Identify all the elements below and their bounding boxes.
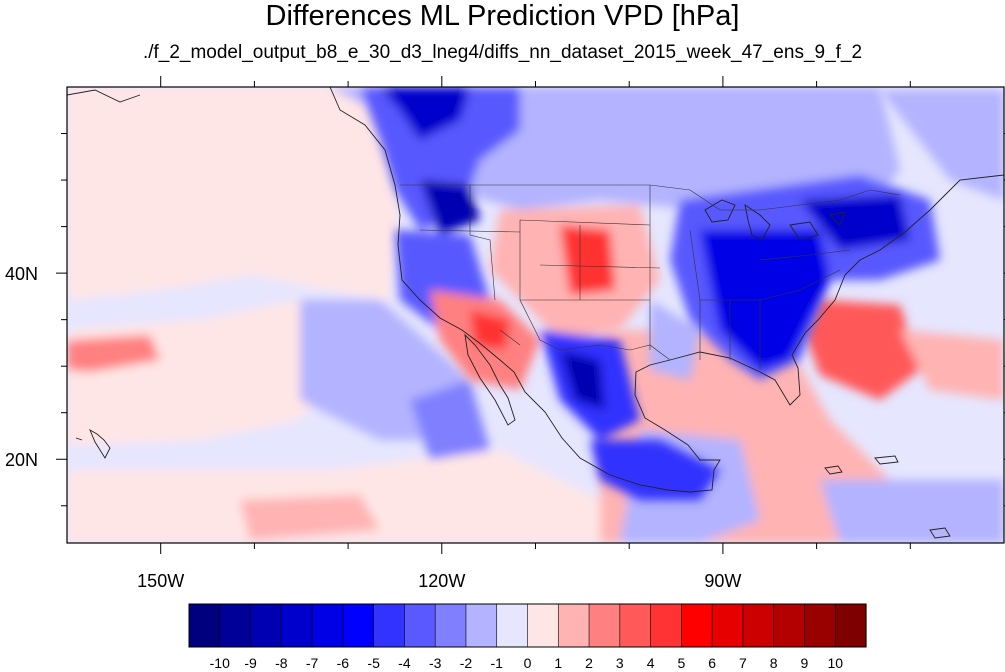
axis-ticks bbox=[56, 76, 1005, 554]
colorbar-label: 1 bbox=[554, 655, 562, 671]
colorbar-frame bbox=[188, 603, 867, 648]
land-anomaly-field bbox=[330, 87, 940, 500]
colorbar-swatch bbox=[588, 603, 621, 648]
colorbar-swatch bbox=[496, 603, 529, 648]
colorbar-swatch bbox=[527, 603, 559, 648]
colorbar-label: 5 bbox=[677, 655, 685, 671]
coastlines bbox=[67, 87, 1004, 539]
colorbar-label: -9 bbox=[244, 655, 257, 671]
ocean-anomaly-field bbox=[67, 87, 1004, 543]
lat-tick-label: 40N bbox=[5, 264, 38, 284]
colorbar-swatch bbox=[557, 603, 590, 648]
map-subtitle: ./f_2_model_output_b8_e_30_d3_lneg4/diff… bbox=[142, 42, 863, 63]
colorbar-swatch bbox=[465, 603, 498, 648]
colorbar-label: 6 bbox=[708, 655, 716, 671]
colorbar: -10 -9 -8 -7 -6 -5 -4 -3 -2 -1 0 1 2 3 4 5 6 7 8 9 10 bbox=[188, 603, 867, 671]
colorbar-swatch bbox=[219, 603, 252, 648]
colorbar-label: -1 bbox=[491, 655, 504, 671]
colorbar-swatch bbox=[404, 603, 436, 648]
lon-tick-label: 120W bbox=[418, 571, 465, 591]
map-title: Differences ML Prediction VPD [hPa] bbox=[265, 0, 740, 32]
colorbar-swatch bbox=[281, 603, 313, 648]
colorbar-swatch bbox=[250, 603, 282, 648]
colorbar-swatch bbox=[619, 603, 652, 648]
colorbar-label: 4 bbox=[647, 655, 655, 671]
colorbar-swatch bbox=[650, 603, 682, 648]
map-plot-area bbox=[67, 87, 1004, 543]
colorbar-label: 10 bbox=[827, 655, 843, 671]
colorbar-swatch bbox=[773, 603, 806, 648]
colorbar-label: 7 bbox=[739, 655, 747, 671]
lon-tick-label: 90W bbox=[704, 571, 741, 591]
colorbar-swatch bbox=[681, 603, 713, 648]
colorbar-label: -4 bbox=[398, 655, 411, 671]
colorbar-label: -3 bbox=[429, 655, 442, 671]
colorbar-label: -2 bbox=[460, 655, 473, 671]
colorbar-swatch bbox=[742, 603, 775, 648]
colorbar-swatch bbox=[834, 603, 867, 648]
colorbar-label: 3 bbox=[616, 655, 624, 671]
colorbar-label: -8 bbox=[275, 655, 288, 671]
colorbar-swatch bbox=[188, 603, 221, 648]
colorbar-label: -7 bbox=[306, 655, 319, 671]
colorbar-swatch bbox=[342, 603, 375, 648]
colorbar-label: -6 bbox=[337, 655, 350, 671]
colorbar-swatch bbox=[311, 603, 344, 648]
colorbar-label: -10 bbox=[210, 655, 230, 671]
lon-tick-label: 150W bbox=[137, 571, 184, 591]
colorbar-label: -5 bbox=[367, 655, 380, 671]
colorbar-swatch bbox=[373, 603, 406, 648]
colorbar-swatch bbox=[804, 603, 836, 648]
lat-tick-label: 20N bbox=[5, 450, 38, 470]
colorbar-swatch bbox=[434, 603, 467, 648]
political-borders bbox=[400, 184, 901, 370]
colorbar-label: 9 bbox=[801, 655, 809, 671]
colorbar-label: 8 bbox=[770, 655, 778, 671]
colorbar-swatch bbox=[711, 603, 744, 648]
colorbar-label: 2 bbox=[585, 655, 593, 671]
colorbar-label: 0 bbox=[524, 655, 532, 671]
axis-labels: 150W 120W 90W 40N 20N bbox=[5, 264, 741, 591]
